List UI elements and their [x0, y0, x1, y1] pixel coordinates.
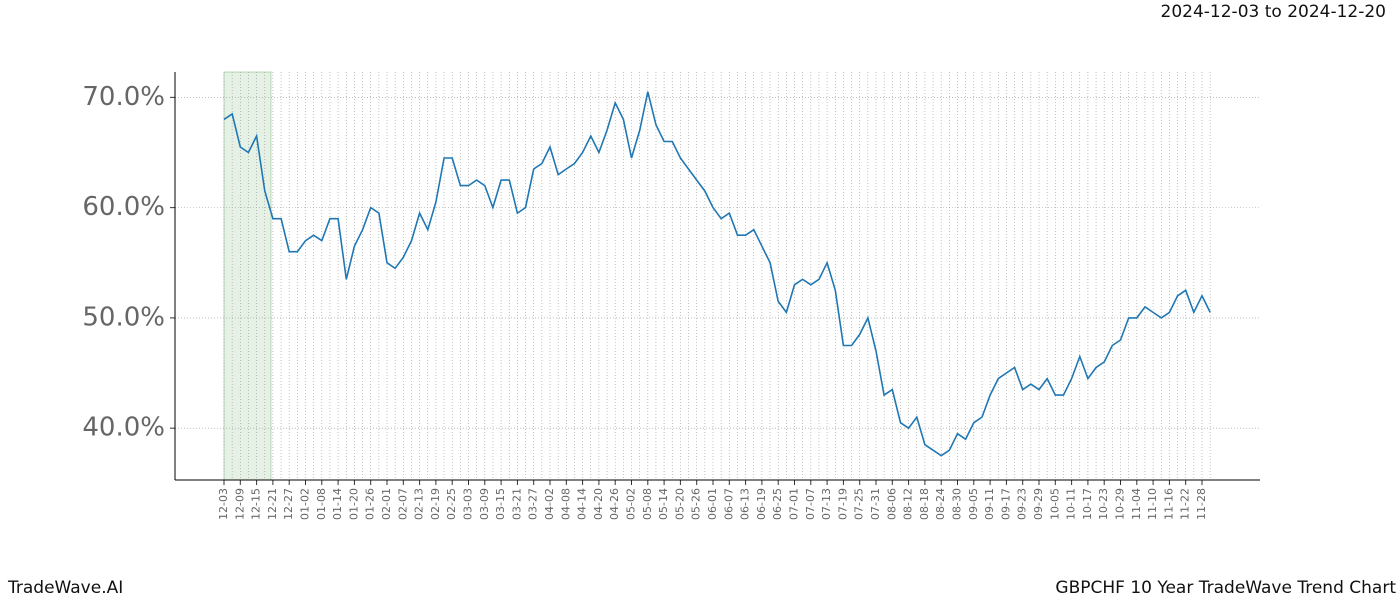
x-tick-label: 11-28	[1195, 488, 1208, 520]
y-tick-label: 70.0%	[82, 82, 165, 112]
x-tick-label: 10-17	[1081, 488, 1094, 520]
x-tick-label: 08-12	[902, 488, 915, 520]
x-tick-label: 02-13	[413, 488, 426, 520]
watermark: TradeWave.AI	[7, 578, 123, 598]
x-tick-label: 10-29	[1114, 488, 1127, 520]
y-tick-label: 60.0%	[82, 192, 165, 222]
x-tick-label: 02-25	[445, 488, 458, 520]
x-tick-label: 08-24	[934, 488, 947, 520]
x-tick-label: 08-06	[885, 488, 898, 520]
x-tick-label: 02-19	[429, 488, 442, 520]
x-tick-label: 12-09	[233, 488, 246, 520]
x-tick-label: 07-13	[820, 488, 833, 520]
x-tick-label: 12-27	[282, 488, 295, 520]
y-tick-label: 50.0%	[82, 302, 165, 332]
x-tick-label: 06-13	[739, 488, 752, 520]
x-tick-label: 06-19	[755, 488, 768, 520]
x-tick-label: 09-05	[967, 488, 980, 520]
x-tick-label: 04-08	[559, 488, 572, 520]
x-tick-label: 02-07	[396, 488, 409, 520]
x-tick-label: 09-11	[983, 488, 996, 520]
x-tick-label: 01-08	[315, 488, 328, 520]
x-tick-label: 03-21	[510, 488, 523, 520]
x-tick-label: 08-18	[918, 488, 931, 520]
x-tick-label: 10-11	[1065, 488, 1078, 520]
x-tick-label: 01-02	[299, 488, 312, 520]
x-tick-label: 11-22	[1179, 488, 1192, 520]
x-tick-label: 01-26	[364, 488, 377, 520]
x-tick-label: 04-26	[608, 488, 621, 520]
x-tick-label: 01-20	[347, 488, 360, 520]
x-tick-label: 06-25	[771, 488, 784, 520]
x-tick-label: 01-14	[331, 488, 344, 520]
x-tick-label: 05-08	[641, 488, 654, 520]
x-tick-label: 03-27	[527, 488, 540, 520]
x-tick-label: 12-15	[250, 488, 263, 520]
x-tick-label: 09-23	[1016, 488, 1029, 520]
x-tick-label: 09-29	[1032, 488, 1045, 520]
x-tick-label: 11-10	[1146, 488, 1159, 520]
x-tick-label: 07-25	[853, 488, 866, 520]
x-tick-label: 07-31	[869, 488, 882, 520]
x-tick-label: 04-20	[592, 488, 605, 520]
date-range: 2024-12-03 to 2024-12-20	[1161, 2, 1386, 22]
x-tick-label: 07-01	[788, 488, 801, 520]
x-tick-label: 11-04	[1130, 488, 1143, 520]
x-tick-label: 12-21	[266, 488, 279, 520]
x-tick-label: 05-02	[625, 488, 638, 520]
x-tick-label: 08-30	[951, 488, 964, 520]
x-tick-label: 12-03	[217, 488, 230, 520]
x-tick-label: 07-19	[836, 488, 849, 520]
x-tick-label: 04-02	[543, 488, 556, 520]
x-tick-label: 10-23	[1097, 488, 1110, 520]
x-tick-label: 03-03	[462, 488, 475, 520]
x-tick-label: 06-07	[722, 488, 735, 520]
x-tick-label: 07-07	[804, 488, 817, 520]
x-tick-label: 02-01	[380, 488, 393, 520]
x-tick-label: 10-05	[1048, 488, 1061, 520]
x-tick-label: 06-01	[706, 488, 719, 520]
x-tick-label: 04-14	[576, 488, 589, 520]
y-tick-label: 40.0%	[82, 413, 165, 443]
x-tick-label: 05-14	[657, 488, 670, 520]
x-tick-label: 03-15	[494, 488, 507, 520]
chart-title: GBPCHF 10 Year TradeWave Trend Chart	[1055, 578, 1396, 598]
x-tick-label: 05-26	[690, 488, 703, 520]
x-tick-label: 03-09	[478, 488, 491, 520]
x-tick-label: 05-20	[673, 488, 686, 520]
x-tick-label: 11-16	[1162, 488, 1175, 520]
highlight-span	[223, 71, 272, 481]
x-tick-label: 09-17	[999, 488, 1012, 520]
line-series	[223, 91, 1211, 457]
